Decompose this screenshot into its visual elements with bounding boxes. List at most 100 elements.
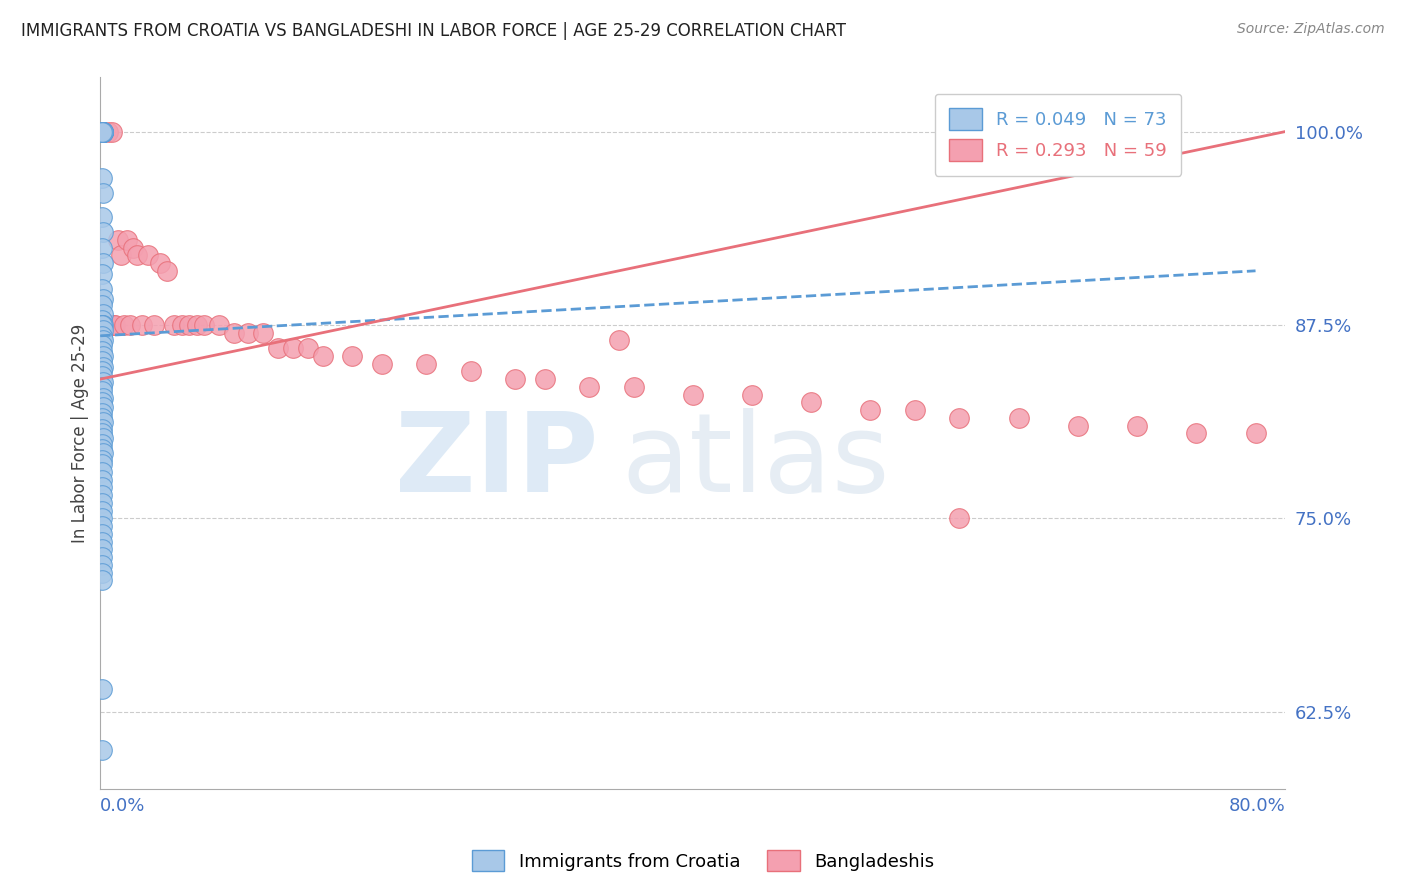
- Point: [90, 442, 112, 456]
- Point: [90, 344, 112, 359]
- Point: [741, 387, 763, 401]
- Point: [149, 256, 172, 270]
- Point: [170, 318, 193, 332]
- Point: [90, 125, 112, 139]
- Point: [90, 318, 112, 332]
- Point: [267, 341, 290, 355]
- Point: [238, 326, 260, 340]
- Point: [311, 349, 333, 363]
- Point: [90, 282, 112, 296]
- Point: [91, 391, 114, 405]
- Point: [90, 558, 112, 572]
- Point: [90, 241, 112, 255]
- Point: [100, 318, 122, 332]
- Point: [90, 380, 112, 394]
- Point: [90, 534, 112, 549]
- Point: [91, 186, 114, 201]
- Point: [90, 338, 112, 352]
- Point: [578, 380, 600, 394]
- Point: [110, 248, 132, 262]
- Point: [90, 125, 112, 139]
- Point: [90, 465, 112, 479]
- Point: [186, 318, 208, 332]
- Point: [96, 318, 118, 332]
- Point: [91, 125, 114, 139]
- Point: [90, 125, 112, 139]
- Point: [90, 395, 112, 409]
- Text: 80.0%: 80.0%: [1229, 797, 1285, 814]
- Point: [90, 437, 112, 451]
- Y-axis label: In Labor Force | Age 25-29: In Labor Force | Age 25-29: [72, 324, 89, 543]
- Point: [90, 452, 112, 467]
- Point: [90, 364, 112, 378]
- Point: [90, 369, 112, 384]
- Point: [90, 318, 112, 332]
- Point: [127, 248, 149, 262]
- Point: [90, 542, 112, 557]
- Point: [91, 349, 114, 363]
- Point: [90, 125, 112, 139]
- Point: [948, 511, 970, 525]
- Point: [193, 318, 215, 332]
- Point: [904, 403, 927, 417]
- Point: [623, 380, 645, 394]
- Point: [90, 210, 112, 224]
- Point: [90, 422, 112, 436]
- Point: [90, 384, 112, 399]
- Point: [90, 426, 112, 441]
- Point: [607, 334, 630, 348]
- Point: [90, 457, 112, 471]
- Point: [91, 125, 114, 139]
- Point: [97, 125, 120, 139]
- Point: [90, 171, 112, 186]
- Point: [90, 526, 112, 541]
- Point: [90, 313, 112, 327]
- Point: [533, 372, 555, 386]
- Point: [1007, 410, 1029, 425]
- Point: [104, 318, 127, 332]
- Point: [90, 480, 112, 494]
- Point: [90, 519, 112, 533]
- Point: [179, 318, 201, 332]
- Point: [112, 318, 135, 332]
- Point: [91, 125, 114, 139]
- Point: [222, 326, 245, 340]
- Point: [90, 125, 112, 139]
- Point: [91, 256, 114, 270]
- Point: [91, 125, 114, 139]
- Point: [281, 341, 304, 355]
- Point: [371, 357, 394, 371]
- Point: [90, 125, 112, 139]
- Point: [91, 125, 114, 139]
- Text: atlas: atlas: [621, 409, 890, 516]
- Point: [1067, 418, 1090, 433]
- Point: [91, 431, 114, 445]
- Point: [131, 318, 153, 332]
- Text: ZIP: ZIP: [395, 409, 598, 516]
- Point: [90, 267, 112, 281]
- Point: [90, 318, 112, 332]
- Text: IMMIGRANTS FROM CROATIA VS BANGLADESHI IN LABOR FORCE | AGE 25-29 CORRELATION CH: IMMIGRANTS FROM CROATIA VS BANGLADESHI I…: [21, 22, 846, 40]
- Point: [1303, 434, 1326, 448]
- Point: [118, 318, 141, 332]
- Point: [91, 125, 114, 139]
- Point: [91, 400, 114, 414]
- Point: [91, 359, 114, 374]
- Point: [503, 372, 526, 386]
- Point: [90, 743, 112, 757]
- Point: [1126, 418, 1149, 433]
- Legend: Immigrants from Croatia, Bangladeshis: Immigrants from Croatia, Bangladeshis: [464, 843, 942, 879]
- Point: [91, 323, 114, 337]
- Point: [91, 292, 114, 306]
- Point: [90, 473, 112, 487]
- Point: [682, 387, 704, 401]
- Point: [340, 349, 363, 363]
- Point: [156, 264, 179, 278]
- Point: [103, 318, 125, 332]
- Text: Source: ZipAtlas.com: Source: ZipAtlas.com: [1237, 22, 1385, 37]
- Point: [115, 233, 138, 247]
- Point: [142, 318, 165, 332]
- Point: [90, 488, 112, 502]
- Text: 0.0%: 0.0%: [100, 797, 146, 814]
- Point: [91, 307, 114, 321]
